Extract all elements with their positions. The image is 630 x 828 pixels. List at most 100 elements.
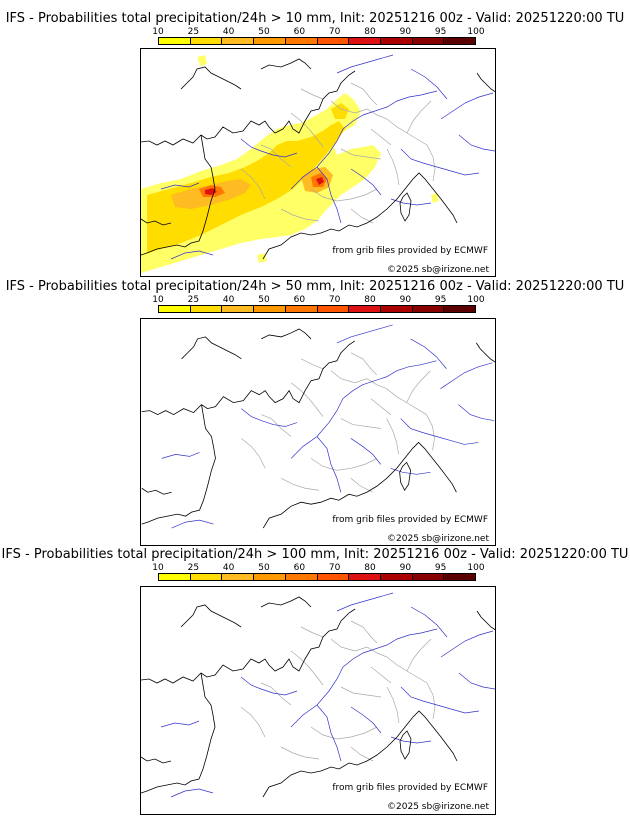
precip-area xyxy=(257,253,267,263)
river xyxy=(336,592,394,612)
colorbar-boxes xyxy=(158,573,476,581)
admin-border xyxy=(260,144,292,168)
colorbar-tick-label: 50 xyxy=(258,295,270,305)
admin-border xyxy=(406,370,431,403)
coastline xyxy=(141,218,172,226)
colorbar-tick-label: 80 xyxy=(364,27,376,37)
river xyxy=(316,704,342,762)
precip-area xyxy=(331,103,349,119)
panel-title: IFS - Probabilities total precipitation/… xyxy=(5,279,625,294)
map-panel-10mm: IFS - Probabilities total precipitation/… xyxy=(0,8,630,277)
admin-border xyxy=(386,686,400,724)
colorbar-tick-label: 60 xyxy=(293,27,306,37)
colorbar-tick-label: 95 xyxy=(434,295,447,305)
river xyxy=(160,182,200,190)
river xyxy=(458,672,495,690)
river xyxy=(350,706,382,734)
river xyxy=(390,468,431,475)
coastline xyxy=(262,441,457,529)
admin-border xyxy=(300,358,324,370)
admin-border xyxy=(350,82,378,106)
river xyxy=(170,250,214,260)
admin-border xyxy=(261,414,292,437)
admin-border xyxy=(340,148,382,160)
colorbar-tick-label: 100 xyxy=(467,295,485,305)
colorbar-boxes xyxy=(158,305,476,313)
coastline xyxy=(141,672,216,794)
colorbar-swatch xyxy=(285,574,318,580)
colorbar-swatch xyxy=(380,38,413,44)
colorbar-tick-label: 50 xyxy=(258,563,270,573)
colorbar-swatch xyxy=(222,38,255,44)
colorbar-labels: 10 25 40 50 60 70 80 90 95 100 xyxy=(152,27,484,37)
admin-border xyxy=(370,666,392,684)
credit-copyright: ©2025 sb@irizone.net xyxy=(387,534,489,544)
admin-border xyxy=(300,626,324,638)
admin-border xyxy=(350,352,377,376)
admin-border xyxy=(426,414,435,451)
colorbar-swatch xyxy=(412,38,445,44)
coastline xyxy=(181,336,242,360)
colorbar-swatch xyxy=(349,38,381,44)
river xyxy=(336,324,393,344)
river xyxy=(240,676,298,696)
colorbar-swatch xyxy=(159,306,191,312)
colorbar-swatch xyxy=(444,574,476,580)
coastline xyxy=(262,172,458,260)
admin-border xyxy=(290,650,324,686)
colorbar-tick-label: 10 xyxy=(152,295,164,305)
river xyxy=(440,630,494,658)
precip-area xyxy=(431,193,439,203)
admin-border xyxy=(300,88,324,100)
colorbar-tick-label: 70 xyxy=(328,27,341,37)
colorbar-labels: 10 25 40 50 60 70 80 90 95 100 xyxy=(152,295,484,305)
river xyxy=(240,138,298,158)
admin-border xyxy=(426,682,436,720)
admin-border xyxy=(350,478,373,493)
colorbar: 10 25 40 50 60 70 80 90 95 100 xyxy=(152,27,485,45)
colorbar-tick-label: 90 xyxy=(399,563,412,573)
admin-border xyxy=(350,208,374,224)
river xyxy=(171,519,214,529)
colorbar-swatch xyxy=(190,306,223,312)
river xyxy=(290,648,376,728)
river xyxy=(390,198,432,206)
river xyxy=(350,438,382,465)
map-panel-100mm: IFS - Probabilities total precipitation/… xyxy=(0,544,630,815)
map-area: from grib files provided by ECMWF ©2025 … xyxy=(140,586,496,815)
map-panel-50mm: IFS - Probabilities total precipitation/… xyxy=(0,276,630,546)
colorbar-swatch xyxy=(254,306,286,312)
admin-border xyxy=(240,168,266,200)
river xyxy=(458,404,495,421)
colorbar-boxes xyxy=(158,37,476,45)
colorbar-swatch xyxy=(349,574,381,580)
credit-source: from grib files provided by ECMWF xyxy=(332,515,488,525)
river xyxy=(316,166,342,224)
admin-border xyxy=(330,100,428,146)
colorbar-tick-label: 70 xyxy=(328,295,341,305)
colorbar-swatch xyxy=(285,38,318,44)
river xyxy=(410,338,447,370)
coastline xyxy=(141,756,172,764)
admin-border xyxy=(281,477,320,491)
map-area: from grib files provided by ECMWF ©2025 … xyxy=(140,318,496,546)
colorbar-tick-label: 100 xyxy=(467,27,485,37)
coastline xyxy=(180,66,242,90)
precip-area xyxy=(197,55,207,67)
river xyxy=(290,110,376,190)
admin-border xyxy=(340,686,382,698)
coastline xyxy=(475,342,495,363)
colorbar-swatch xyxy=(159,574,191,580)
colorbar-tick-label: 60 xyxy=(293,563,306,573)
colorbar-swatch xyxy=(317,306,350,312)
river xyxy=(458,134,495,152)
admin-border xyxy=(310,726,378,740)
river xyxy=(440,92,494,120)
colorbar-tick-label: 25 xyxy=(187,27,200,37)
colorbar-tick-label: 95 xyxy=(434,563,447,573)
colorbar-tick-label: 40 xyxy=(222,563,235,573)
coastline xyxy=(141,134,216,256)
river xyxy=(170,788,214,798)
colorbar-tick-label: 25 xyxy=(187,563,200,573)
colorbar-swatch xyxy=(317,38,350,44)
